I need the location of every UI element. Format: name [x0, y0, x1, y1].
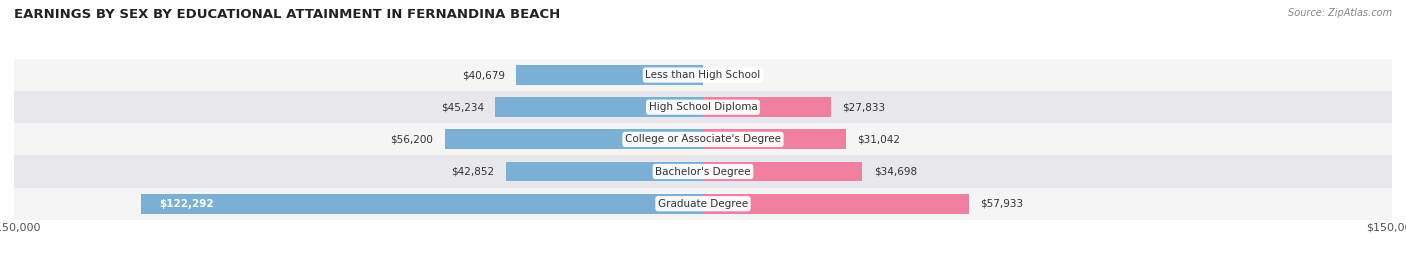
Bar: [14, 91, 1392, 123]
Text: $40,679: $40,679: [461, 70, 505, 80]
Text: $0: $0: [717, 70, 730, 80]
Bar: [14, 59, 1392, 91]
Text: College or Associate's Degree: College or Associate's Degree: [626, 134, 780, 144]
Bar: [14, 123, 1392, 155]
Bar: [495, 97, 703, 117]
Text: $31,042: $31,042: [858, 134, 900, 144]
Bar: [703, 97, 831, 117]
Text: Less than High School: Less than High School: [645, 70, 761, 80]
Text: $122,292: $122,292: [160, 199, 214, 209]
Bar: [703, 194, 969, 214]
Text: $56,200: $56,200: [391, 134, 433, 144]
Text: $45,234: $45,234: [440, 102, 484, 112]
Text: EARNINGS BY SEX BY EDUCATIONAL ATTAINMENT IN FERNANDINA BEACH: EARNINGS BY SEX BY EDUCATIONAL ATTAINMEN…: [14, 8, 561, 21]
Text: $42,852: $42,852: [451, 166, 495, 177]
Text: Bachelor's Degree: Bachelor's Degree: [655, 166, 751, 177]
Text: $27,833: $27,833: [842, 102, 886, 112]
Bar: [14, 155, 1392, 188]
Text: High School Diploma: High School Diploma: [648, 102, 758, 112]
Text: $34,698: $34,698: [875, 166, 917, 177]
Bar: [142, 194, 703, 214]
Text: $57,933: $57,933: [980, 199, 1024, 209]
Text: Source: ZipAtlas.com: Source: ZipAtlas.com: [1288, 8, 1392, 18]
Bar: [444, 129, 703, 149]
Bar: [516, 65, 703, 85]
Text: Graduate Degree: Graduate Degree: [658, 199, 748, 209]
Bar: [703, 129, 845, 149]
Bar: [506, 162, 703, 181]
Bar: [14, 188, 1392, 220]
Bar: [703, 162, 862, 181]
